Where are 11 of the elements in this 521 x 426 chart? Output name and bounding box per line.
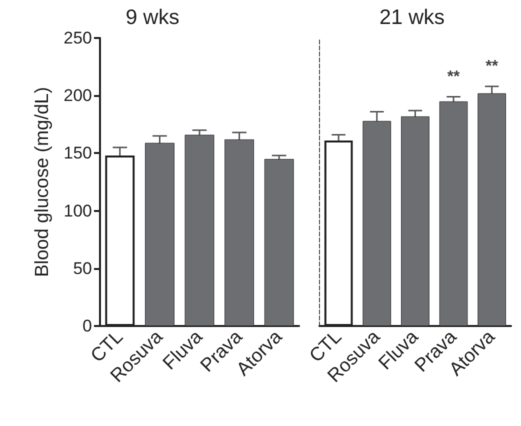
y-tick-label: 250 [64,28,92,48]
y-tick-label: 200 [64,86,92,106]
annotation: ** [447,68,461,86]
y-tick-label: 100 [64,201,92,220]
annotation: ** [486,58,499,75]
chart-title: 9 wks [126,6,180,29]
y-axis-title: Blood glucose (mg/dL) [32,86,53,278]
y-tick-label: 0 [82,316,92,336]
chart-title: 21 wks [379,6,445,29]
y-tick-label: 50 [73,258,92,278]
y-tick-label: 150 [64,144,92,163]
